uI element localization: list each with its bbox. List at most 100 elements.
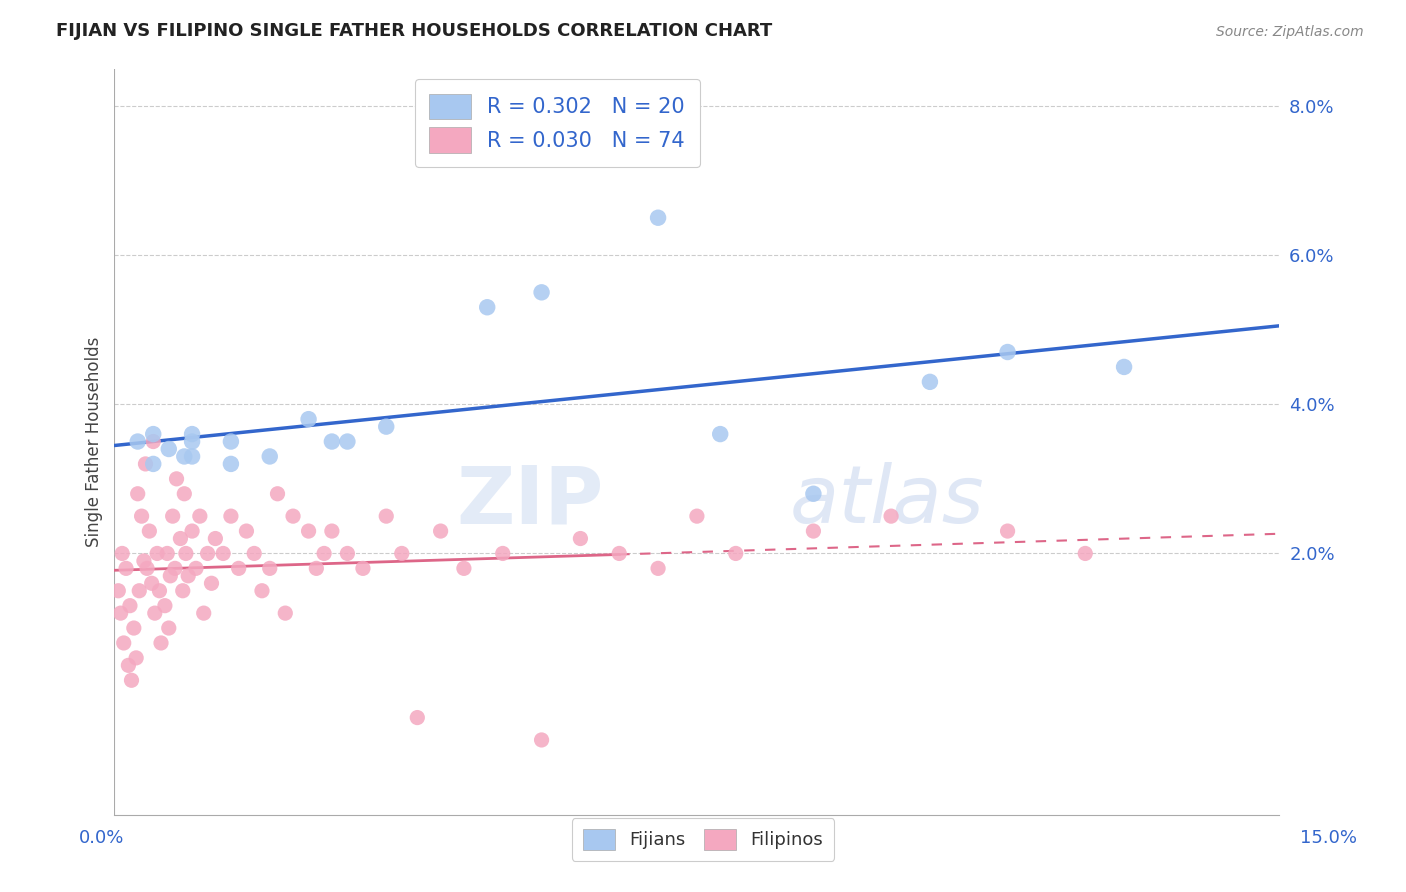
Point (121, 673, 143, 688)
Point (157, 442, 180, 456)
Point (266, 487, 288, 501)
Point (188, 509, 211, 524)
Point (111, 546, 134, 560)
Point (141, 576, 163, 591)
Point (115, 561, 138, 575)
Point (181, 427, 204, 442)
Point (181, 434, 204, 449)
Point (686, 509, 709, 524)
Point (117, 658, 139, 673)
Point (143, 606, 166, 620)
Point (184, 561, 207, 575)
Point (1074, 546, 1097, 560)
Point (305, 561, 328, 575)
Point (607, 546, 630, 560)
Point (375, 509, 398, 524)
Point (159, 569, 181, 583)
Point (219, 509, 242, 524)
Point (259, 561, 281, 575)
Point (163, 561, 186, 575)
Point (197, 546, 219, 560)
Point (477, 300, 499, 314)
Point (803, 487, 825, 501)
Text: ZIP: ZIP (457, 462, 603, 541)
Point (219, 434, 242, 449)
Point (212, 546, 235, 560)
Point (259, 450, 281, 464)
Point (314, 546, 336, 560)
Text: 0.0%: 0.0% (79, 829, 124, 847)
Point (1112, 359, 1135, 374)
Point (530, 285, 553, 300)
Point (172, 583, 194, 598)
Point (391, 546, 413, 560)
Point (150, 636, 173, 650)
Point (125, 651, 148, 665)
Point (429, 524, 451, 538)
Point (235, 524, 257, 538)
Point (803, 524, 825, 538)
Point (127, 434, 149, 449)
Point (453, 561, 475, 575)
Point (569, 532, 592, 546)
Point (177, 569, 200, 583)
Point (134, 457, 156, 471)
Point (492, 546, 515, 560)
Point (156, 546, 179, 560)
Point (375, 419, 398, 434)
Point (336, 434, 359, 449)
Point (157, 621, 180, 635)
Point (107, 583, 129, 598)
Point (352, 561, 374, 575)
Point (131, 509, 153, 524)
Text: FIJIAN VS FILIPINO SINGLE FATHER HOUSEHOLDS CORRELATION CHART: FIJIAN VS FILIPINO SINGLE FATHER HOUSEHO… (56, 21, 772, 39)
Point (250, 583, 273, 598)
Point (997, 524, 1019, 538)
Point (146, 546, 169, 560)
Text: Source: ZipAtlas.com: Source: ZipAtlas.com (1216, 25, 1364, 38)
Point (200, 576, 222, 591)
Point (110, 606, 132, 620)
Point (281, 509, 304, 524)
Y-axis label: Single Father Households: Single Father Households (86, 336, 103, 547)
Point (181, 450, 204, 464)
Point (193, 606, 215, 620)
Point (142, 457, 165, 471)
Point (321, 434, 343, 449)
Point (724, 546, 747, 560)
Point (128, 583, 150, 598)
Point (142, 434, 165, 449)
Point (406, 710, 429, 724)
Point (228, 561, 250, 575)
Point (166, 472, 188, 486)
Text: 15.0%: 15.0% (1301, 829, 1357, 847)
Point (647, 211, 669, 225)
Point (112, 636, 135, 650)
Point (173, 487, 195, 501)
Legend: Fijians, Filipinos: Fijians, Filipinos (572, 818, 834, 861)
Point (709, 427, 731, 442)
Point (142, 427, 165, 442)
Point (880, 509, 903, 524)
Point (174, 546, 197, 560)
Point (530, 733, 553, 747)
Point (127, 487, 149, 501)
Point (173, 450, 195, 464)
Point (169, 532, 191, 546)
Point (122, 621, 145, 635)
Point (132, 554, 155, 568)
Point (204, 532, 226, 546)
Text: atlas: atlas (790, 462, 984, 541)
Point (181, 524, 204, 538)
Point (647, 561, 669, 575)
Point (336, 546, 359, 560)
Point (153, 599, 176, 613)
Point (162, 509, 184, 524)
Point (274, 606, 297, 620)
Point (321, 524, 343, 538)
Legend: R = 0.302   N = 20, R = 0.030   N = 74: R = 0.302 N = 20, R = 0.030 N = 74 (415, 78, 700, 168)
Point (219, 457, 242, 471)
Point (997, 345, 1019, 359)
Point (918, 375, 941, 389)
Point (136, 561, 159, 575)
